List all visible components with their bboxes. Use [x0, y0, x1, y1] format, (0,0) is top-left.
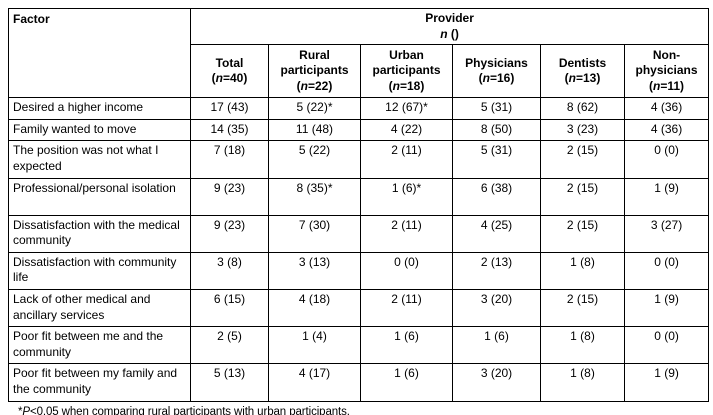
value-cell: 7 (30)	[268, 214, 361, 253]
value-cell: 8 (50)	[452, 118, 541, 142]
factor-cell: The position was not what I expected	[8, 140, 191, 179]
value-cell: 2 (5)	[190, 326, 269, 365]
value-cell: 1 (6)*	[360, 177, 453, 216]
value-cell: 4 (36)	[623, 97, 710, 120]
table-row: Family wanted to move 14 (35) 11 (48) 4 …	[8, 118, 710, 142]
table-row: Lack of other medical and ancillary serv…	[8, 288, 710, 328]
factor-cell: Family wanted to move	[8, 118, 191, 142]
column-header-dentists: Dentists (n=13)	[540, 44, 625, 99]
value-cell: 5 (22)	[268, 140, 361, 179]
header-row-1: Factor Provider n ()	[8, 7, 710, 99]
value-cell: 12 (67)*	[360, 97, 453, 120]
factor-cell: Poor fit between me and the community	[8, 326, 191, 365]
value-cell: 2 (15)	[540, 214, 625, 253]
column-header-urban: Urban participants (n=18)	[360, 44, 453, 99]
table-row: Dissatisfaction with the medical communi…	[8, 214, 710, 253]
table-row: Poor fit between my family and the commu…	[8, 363, 710, 402]
value-cell: 0 (0)	[360, 251, 453, 290]
value-cell: 2 (11)	[360, 288, 453, 328]
value-cell: 2 (15)	[540, 140, 625, 179]
value-cell: 2 (11)	[360, 140, 453, 179]
table-row: Dissatisfaction with community life 3 (8…	[8, 251, 710, 290]
value-cell: 4 (17)	[268, 363, 361, 402]
table-row: Poor fit between me and the community 2 …	[8, 326, 710, 365]
factor-cell: Poor fit between my family and the commu…	[8, 363, 191, 402]
value-cell: 7 (18)	[190, 140, 269, 179]
value-cell: 0 (0)	[623, 251, 710, 290]
value-cell: 11 (48)	[268, 118, 361, 142]
value-cell: 1 (9)	[623, 177, 710, 216]
value-cell: 1 (9)	[623, 288, 710, 328]
value-cell: 1 (8)	[540, 326, 625, 365]
value-cell: 6 (38)	[452, 177, 541, 216]
column-header-total: Total (n=40)	[190, 44, 269, 99]
column-header-rural: Rural participants (n=22)	[268, 44, 361, 99]
value-cell: 4 (25)	[452, 214, 541, 253]
value-cell: 2 (15)	[540, 177, 625, 216]
header-row-2: Total (n=40) Rural participants (n=22) U…	[9, 44, 710, 99]
value-cell: 6 (15)	[190, 288, 269, 328]
value-cell: 14 (35)	[190, 118, 269, 142]
value-cell: 1 (8)	[540, 251, 625, 290]
value-cell: 3 (8)	[190, 251, 269, 290]
value-cell: 1 (6)	[452, 326, 541, 365]
column-header-nonphysicians: Non-physicians (n=11)	[623, 44, 710, 99]
value-cell: 5 (31)	[452, 140, 541, 179]
value-cell: 3 (13)	[268, 251, 361, 290]
value-cell: 3 (20)	[452, 288, 541, 328]
value-cell: 8 (35)*	[268, 177, 361, 216]
value-cell: 1 (8)	[540, 363, 625, 402]
value-cell: 4 (22)	[360, 118, 453, 142]
factor-cell: Lack of other medical and ancillary serv…	[8, 288, 191, 328]
value-cell: 5 (31)	[452, 97, 541, 120]
value-cell: 17 (43)	[190, 97, 269, 120]
factor-cell: Dissatisfaction with community life	[8, 251, 191, 290]
value-cell: 1 (6)	[360, 326, 453, 365]
column-header-physicians: Physicians (n=16)	[452, 44, 541, 99]
value-cell: 4 (36)	[623, 118, 710, 142]
table-row: Professional/personal isolation 9 (23) 8…	[8, 177, 710, 216]
value-cell: 4 (18)	[268, 288, 361, 328]
value-cell: 1 (9)	[623, 363, 710, 402]
value-cell: 0 (0)	[623, 326, 710, 365]
factor-column-header: Factor	[8, 7, 191, 99]
factor-cell: Desired a higher income	[8, 97, 191, 120]
significance-footnote: *P<0.05 when comparing rural participant…	[18, 405, 350, 415]
value-cell: 1 (6)	[360, 363, 453, 402]
provider-n-unit: n ()	[440, 26, 459, 41]
factor-cell: Professional/personal isolation	[8, 177, 191, 216]
value-cell: 3 (23)	[540, 118, 625, 142]
provider-group-header: Provider n ()	[189, 7, 710, 46]
value-cell: 2 (11)	[360, 214, 453, 253]
provider-factor-table: Factor Provider n () Total (n=40) Rural …	[8, 7, 710, 402]
provider-title: Provider	[425, 11, 474, 25]
value-cell: 0 (0)	[623, 140, 710, 179]
value-cell: 9 (23)	[190, 214, 269, 253]
table-row: Desired a higher income 17 (43) 5 (22)* …	[8, 97, 710, 120]
value-cell: 2 (15)	[540, 288, 625, 328]
factor-cell: Dissatisfaction with the medical communi…	[8, 214, 191, 253]
value-cell: 3 (20)	[452, 363, 541, 402]
value-cell: 8 (62)	[540, 97, 625, 120]
value-cell: 5 (13)	[190, 363, 269, 402]
value-cell: 9 (23)	[190, 177, 269, 216]
value-cell: 5 (22)*	[268, 97, 361, 120]
table-row: The position was not what I expected 7 (…	[8, 140, 710, 179]
value-cell: 1 (4)	[268, 326, 361, 365]
value-cell: 3 (27)	[623, 214, 710, 253]
value-cell: 2 (13)	[452, 251, 541, 290]
